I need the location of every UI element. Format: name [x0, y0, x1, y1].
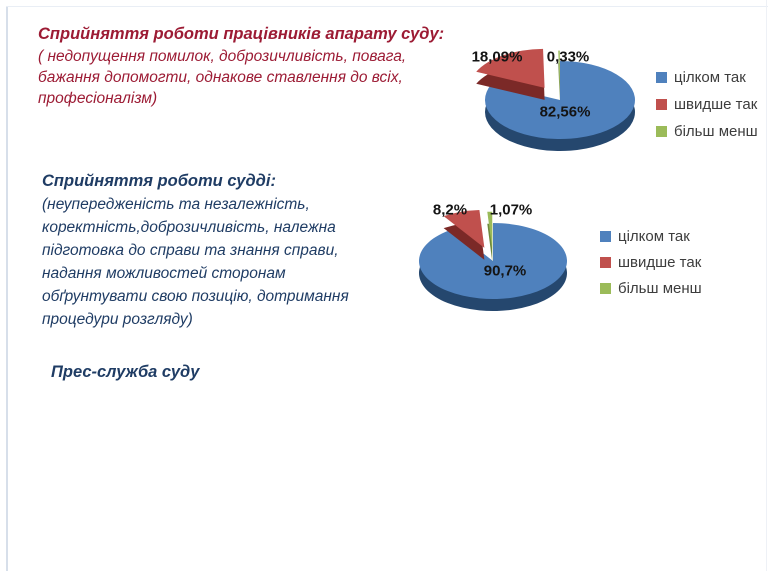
judge-pie-label-bilsh-mensh: 1,07%: [489, 201, 533, 219]
legend-swatch-red-icon: [600, 257, 611, 268]
staff-pie-chart: [430, 30, 680, 165]
legend-swatch-green-icon: [600, 283, 611, 294]
staff-pie-legend: цілком так швидше так більш менш: [656, 69, 758, 140]
legend-swatch-green-icon: [656, 126, 667, 137]
legend-item-shvydshe-tak: швидше так: [656, 96, 758, 113]
staff-pie-label-shvydshe-tak: 18,09%: [471, 48, 523, 66]
judge-pie-label-shvydshe-tak: 8,2%: [432, 201, 468, 219]
legend-item-bilsh-mensh: більш менш: [600, 280, 702, 297]
judge-pie-chart-svg: [418, 209, 567, 311]
pie-slice-top: [487, 211, 493, 250]
pie-slice-top: [418, 223, 567, 299]
page-edge-top: [6, 6, 768, 7]
staff-section-subtitle: ( недопущення помилок, доброзичливість, …: [38, 48, 407, 107]
legend-swatch-blue-icon: [600, 231, 611, 242]
pie-slice-top: [484, 61, 635, 139]
judge-pie-label-cilkom-tak: 90,7%: [483, 262, 527, 280]
legend-item-cilkom-tak: цілком так: [656, 69, 758, 86]
pie-slice-top: [476, 48, 545, 88]
judge-pie-legend: цілком так швидше так більш менш: [600, 228, 702, 297]
legend-swatch-blue-icon: [656, 72, 667, 83]
staff-section-title: Сприйняття роботи працівників апарату су…: [38, 25, 445, 43]
judge-pie-chart: [370, 190, 620, 325]
judge-section-title: Сприйняття роботи судді:: [42, 172, 276, 190]
legend-item-bilsh-mensh: більш менш: [656, 123, 758, 140]
staff-pie-label-bilsh-mensh: 0,33%: [546, 48, 590, 66]
legend-item-shvydshe-tak: швидше так: [600, 254, 702, 271]
staff-pie-chart-svg: [476, 48, 635, 151]
page-edge-right: [766, 0, 767, 571]
pie-slice-top: [558, 50, 560, 90]
press-service-label: Прес-служба суду: [51, 363, 200, 381]
legend-item-cilkom-tak: цілком так: [600, 228, 702, 245]
pie-slice-top: [443, 209, 485, 248]
page-edge-left: [6, 7, 8, 571]
staff-pie-label-cilkom-tak: 82,56%: [539, 103, 591, 121]
legend-swatch-red-icon: [656, 99, 667, 110]
judge-section-subtitle: (неупередженість та незалежність, корект…: [42, 196, 349, 328]
